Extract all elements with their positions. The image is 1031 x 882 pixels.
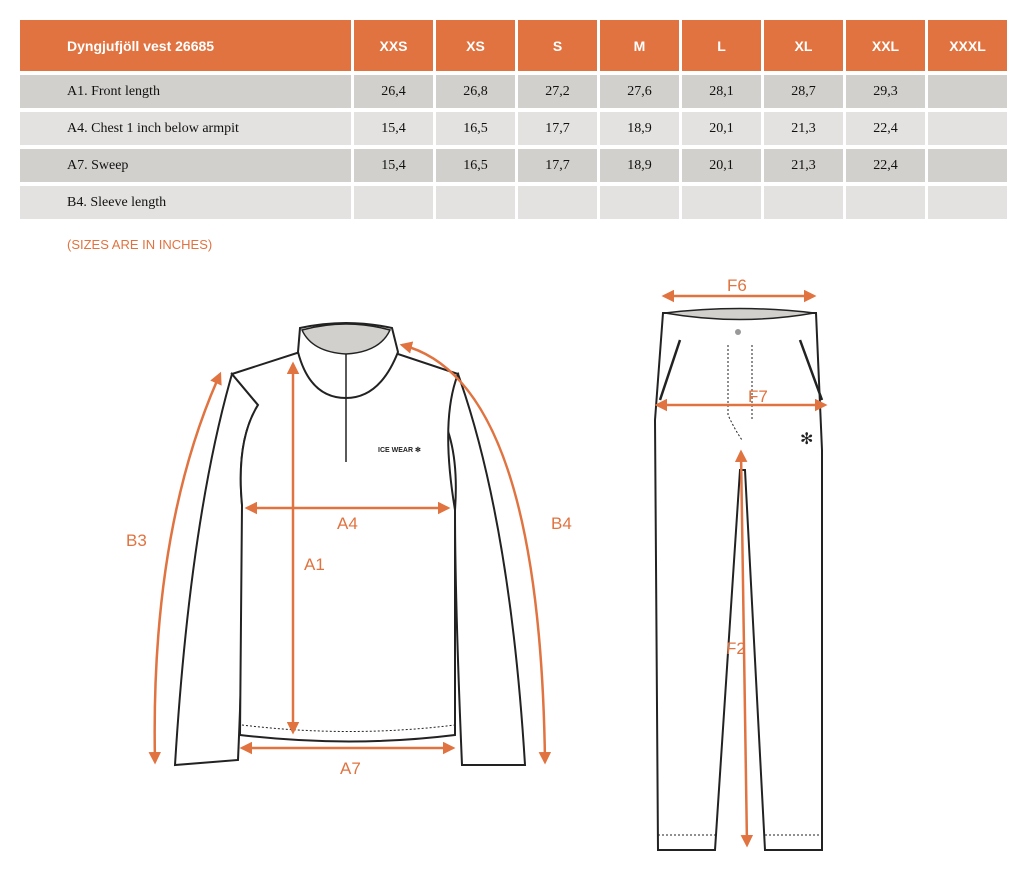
pants-drawing <box>653 307 824 851</box>
jacket-body <box>230 351 460 743</box>
table-header-row: Dyngjufjöll vest 26685 XXS XS S M L XL XXL XXXL <box>20 20 1007 71</box>
label-b4: B4 <box>551 514 572 533</box>
size-header-xxl: XXL <box>846 20 925 71</box>
f2-arrow <box>734 449 754 848</box>
measurement-value <box>928 75 1007 108</box>
measurement-value: 15,4 <box>354 112 433 145</box>
measurement-value: 17,7 <box>518 149 597 182</box>
measurement-value: 20,1 <box>682 149 761 182</box>
units-note: (SIZES ARE IN INCHES) <box>67 237 213 252</box>
measurement-value <box>764 186 843 219</box>
measurement-value <box>518 186 597 219</box>
size-header-s: S <box>518 20 597 71</box>
measurement-value: 21,3 <box>764 112 843 145</box>
measurement-value <box>928 112 1007 145</box>
measurement-value: 28,1 <box>682 75 761 108</box>
b4-arrow <box>399 341 552 765</box>
measurement-value <box>928 149 1007 182</box>
table-row: A7. Sweep 15,4 16,5 17,7 18,9 20,1 21,3 22,4 <box>20 149 1007 182</box>
label-f7: F7 <box>748 387 768 406</box>
size-header-xxxl: XXXL <box>928 20 1007 71</box>
snowflake-logo-icon: ✻ <box>800 431 813 448</box>
size-header-xs: XS <box>436 20 515 71</box>
measurement-value: 16,5 <box>436 112 515 145</box>
measurement-arrows <box>148 289 828 848</box>
measurement-value: 22,4 <box>846 149 925 182</box>
measurement-value: 26,8 <box>436 75 515 108</box>
label-f6: F6 <box>727 276 747 295</box>
label-b3: B3 <box>126 531 147 550</box>
label-a4: A4 <box>337 514 358 533</box>
b3-arrow <box>148 371 222 765</box>
measurement-value: 27,2 <box>518 75 597 108</box>
label-a7: A7 <box>340 759 361 778</box>
measurement-value: 29,3 <box>846 75 925 108</box>
jacket-drawing <box>173 322 527 767</box>
table-row: A4. Chest 1 inch below armpit 15,4 16,5 17,… <box>20 112 1007 145</box>
measurement-label: A1. Front length <box>20 75 351 108</box>
measurement-value: 17,7 <box>518 112 597 145</box>
measurement-value: 15,4 <box>354 149 433 182</box>
measurement-value <box>928 186 1007 219</box>
measurement-value <box>354 186 433 219</box>
ice-wear-logo: ICE WEAR ✻ <box>378 446 421 454</box>
measurement-value: 18,9 <box>600 112 679 145</box>
measurement-value: 18,9 <box>600 149 679 182</box>
label-f2: F2 <box>726 639 746 658</box>
table-row: A1. Front length 26,4 26,8 27,2 27,6 28,1 28,7… <box>20 75 1007 108</box>
size-header-l: L <box>682 20 761 71</box>
size-header-xl: XL <box>764 20 843 71</box>
measurement-value <box>846 186 925 219</box>
measurement-label: B4. Sleeve length <box>20 186 351 219</box>
measurement-value: 28,7 <box>764 75 843 108</box>
table-row: B4. Sleeve length <box>20 186 1007 219</box>
measurement-value: 20,1 <box>682 112 761 145</box>
measurement-value <box>436 186 515 219</box>
measurement-value: 16,5 <box>436 149 515 182</box>
size-header-xxs: XXS <box>354 20 433 71</box>
label-a1: A1 <box>304 555 325 574</box>
measurement-value: 22,4 <box>846 112 925 145</box>
measurement-value: 26,4 <box>354 75 433 108</box>
size-table: Dyngjufjöll vest 26685 XXS XS S M L XL XXL XXXL A… <box>20 20 1007 223</box>
measurement-label: A7. Sweep <box>20 149 351 182</box>
table-title: Dyngjufjöll vest 26685 <box>20 20 351 71</box>
measurement-label: A4. Chest 1 inch below armpit <box>20 112 351 145</box>
measurement-value <box>682 186 761 219</box>
measurement-value <box>600 186 679 219</box>
size-header-m: M <box>600 20 679 71</box>
measurement-value: 27,6 <box>600 75 679 108</box>
measurement-value: 21,3 <box>764 149 843 182</box>
